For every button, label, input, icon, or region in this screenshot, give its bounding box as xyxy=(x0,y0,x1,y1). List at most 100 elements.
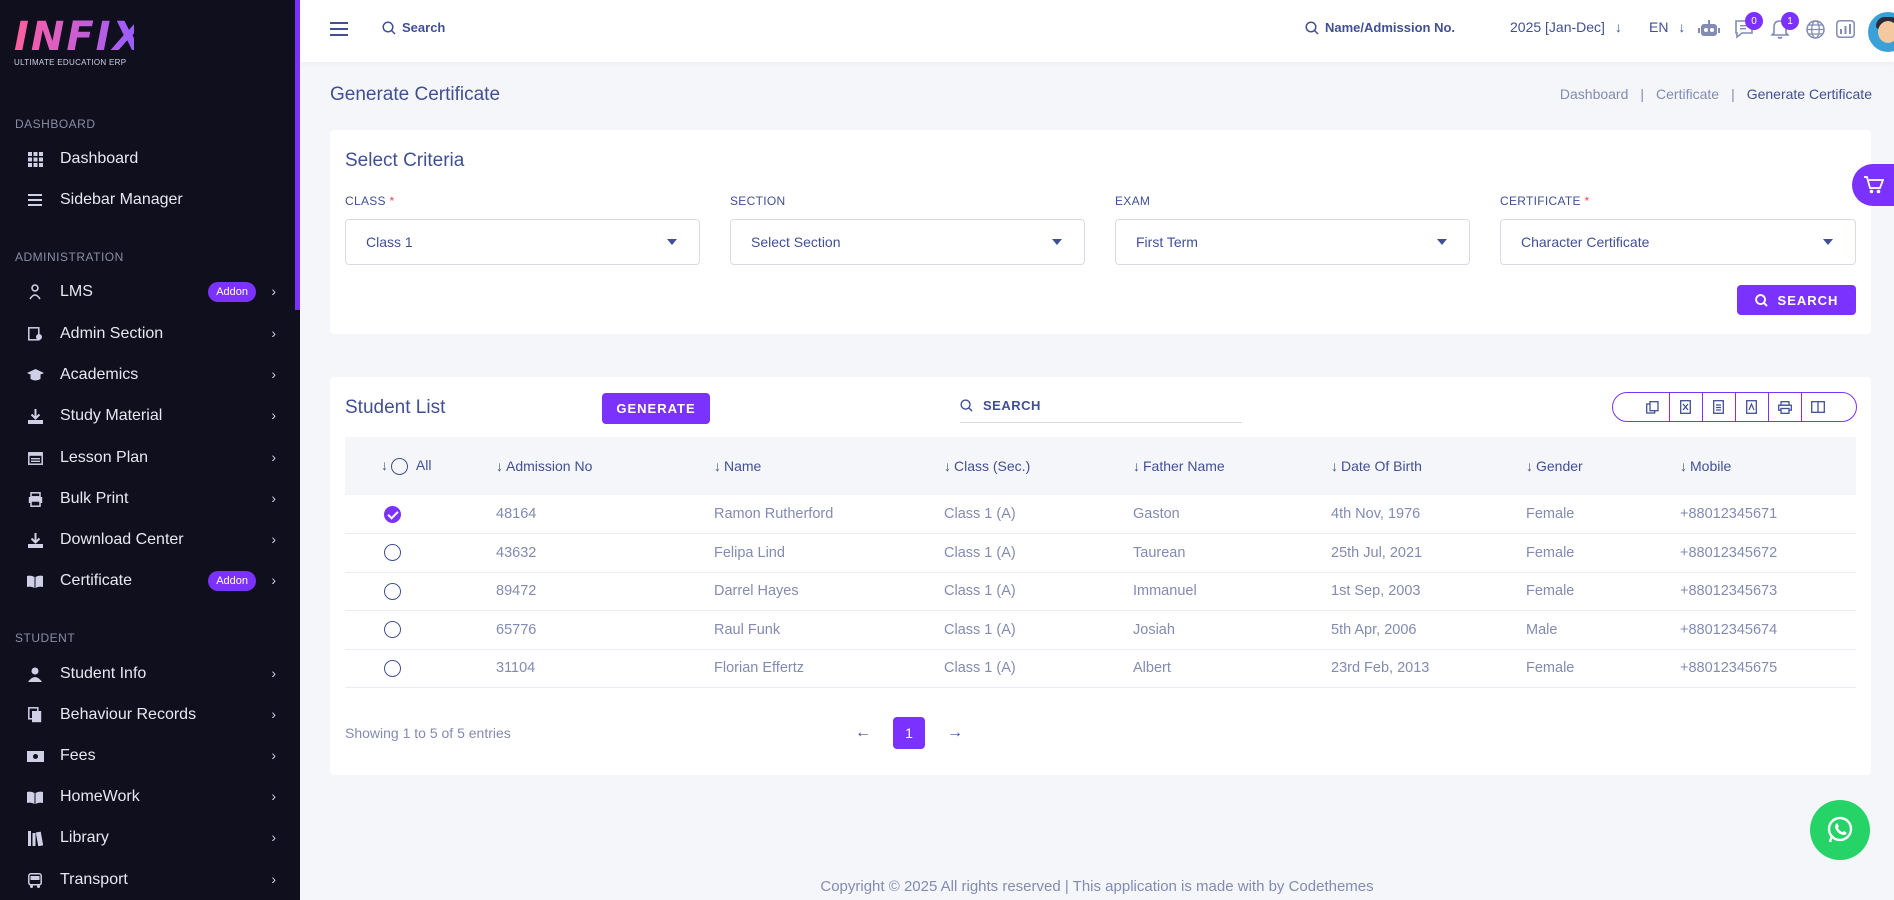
row-select-radio[interactable] xyxy=(384,659,401,677)
sidebar-item-study-material[interactable]: Study Material › xyxy=(0,398,290,434)
pdf-icon[interactable] xyxy=(1734,393,1768,421)
sidebar-item-admin-section[interactable]: Admin Section › xyxy=(0,316,290,352)
chevron-right-icon: › xyxy=(271,283,276,299)
bell-icon[interactable]: 1 xyxy=(1769,12,1799,40)
sidebar-item-homework[interactable]: HomeWork › xyxy=(0,779,290,815)
print-icon[interactable] xyxy=(1767,393,1801,421)
section-title-student: STUDENT xyxy=(15,631,76,645)
whatsapp-icon[interactable] xyxy=(1810,800,1870,860)
select-all-radio[interactable] xyxy=(391,457,408,475)
cell-father: Albert xyxy=(1117,649,1315,688)
column-header-gender[interactable]: ↓ Gender xyxy=(1526,458,1583,474)
column-header-class[interactable]: ↓ Class (Sec.) xyxy=(944,458,1031,474)
grid-icon xyxy=(26,150,44,168)
copy-icon[interactable] xyxy=(1636,393,1669,421)
sidebar-item-behaviour-records[interactable]: Behaviour Records › xyxy=(0,697,290,733)
arrow-left-icon[interactable]: ← xyxy=(855,724,871,741)
class-select[interactable]: Class 1 xyxy=(345,219,700,265)
cell-mobile: +88012345671 xyxy=(1663,495,1856,534)
sidebar: INFIX ULTIMATE EDUCATION ERP DASHBOARD D… xyxy=(0,0,300,900)
table-row[interactable]: 89472 Darrel Hayes Class 1 (A) Immanuel … xyxy=(345,572,1856,611)
globe-icon[interactable] xyxy=(1804,18,1826,40)
chevron-right-icon: › xyxy=(271,490,276,506)
student-search[interactable]: Name/Admission No. xyxy=(1305,20,1455,35)
column-header-name[interactable]: ↓ Name xyxy=(714,458,762,474)
sidebar-item-bulk-print[interactable]: Bulk Print › xyxy=(0,481,290,517)
table-row[interactable]: 48164 Ramon Rutherford Class 1 (A) Gasto… xyxy=(345,495,1856,534)
chat-icon[interactable]: 0 xyxy=(1733,12,1763,40)
header-search[interactable]: Search xyxy=(382,20,445,35)
column-header-all[interactable]: ↓ All xyxy=(381,457,432,475)
breadcrumb-certificate[interactable]: Certificate xyxy=(1656,86,1720,102)
search-button[interactable]: SEARCH xyxy=(1737,285,1856,315)
caret-down-icon xyxy=(667,239,677,245)
section-title-administration: ADMINISTRATION xyxy=(15,250,124,264)
sort-arrow-icon: ↓ xyxy=(381,457,388,474)
cell-dob: 5th Apr, 2006 xyxy=(1315,610,1510,650)
cell-gender: Male xyxy=(1510,610,1663,650)
columns-icon[interactable] xyxy=(1800,393,1834,421)
excel-icon[interactable] xyxy=(1668,393,1702,421)
logo[interactable]: INFIX ULTIMATE EDUCATION ERP xyxy=(14,16,143,67)
student-list-card: Student List GENERATE SEARCH ↓ All ↓ Admi… xyxy=(330,377,1871,775)
exam-select[interactable]: First Term xyxy=(1115,219,1470,265)
sidebar-item-lms[interactable]: LMS Addon › xyxy=(0,274,290,310)
notifications-count-badge: 1 xyxy=(1781,12,1799,30)
sidebar-item-download-center[interactable]: Download Center › xyxy=(0,522,290,558)
generate-button[interactable]: GENERATE xyxy=(602,393,710,424)
chevron-right-icon: › xyxy=(271,829,276,845)
class-label: CLASS * xyxy=(345,194,395,208)
sidebar-item-transport[interactable]: Transport › xyxy=(0,862,290,898)
list-icon xyxy=(26,191,44,209)
table-row[interactable]: 65776 Raul Funk Class 1 (A) Josiah 5th A… xyxy=(345,610,1856,650)
sidebar-item-label: HomeWork xyxy=(60,788,140,805)
column-header-dob[interactable]: ↓ Date Of Birth xyxy=(1331,458,1422,474)
table-search-input[interactable]: SEARCH xyxy=(960,389,1242,423)
cart-icon[interactable] xyxy=(1852,164,1894,206)
stats-icon[interactable] xyxy=(1834,18,1856,40)
table-row[interactable]: 31104 Florian Effertz Class 1 (A) Albert… xyxy=(345,649,1856,688)
table-row[interactable]: 43632 Felipa Lind Class 1 (A) Taurean 25… xyxy=(345,533,1856,573)
sidebar-item-dashboard[interactable]: Dashboard xyxy=(0,141,290,177)
robot-icon[interactable] xyxy=(1698,18,1720,40)
arrow-down-icon: ↓ xyxy=(1614,19,1622,35)
sidebar-item-fees[interactable]: Fees › xyxy=(0,738,290,774)
sort-arrow-icon: ↓ xyxy=(1133,458,1140,474)
certificate-select[interactable]: Character Certificate xyxy=(1500,219,1856,265)
sidebar-scrollbar[interactable] xyxy=(295,0,300,310)
csv-icon[interactable] xyxy=(1701,393,1735,421)
menu-toggle-icon[interactable] xyxy=(330,22,348,36)
sidebar-item-library[interactable]: Library › xyxy=(0,820,290,856)
cell-admission: 89472 xyxy=(495,572,697,611)
row-select-radio[interactable] xyxy=(384,582,401,600)
arrow-down-icon: ↓ xyxy=(1678,19,1686,35)
sidebar-item-student-info[interactable]: Student Info › xyxy=(0,656,290,692)
column-header-admission[interactable]: ↓ Admission No xyxy=(496,458,593,474)
page-button-current[interactable]: 1 xyxy=(893,717,925,749)
breadcrumb-dashboard[interactable]: Dashboard xyxy=(1559,86,1629,102)
row-select-radio[interactable] xyxy=(384,544,401,562)
sidebar-item-label: Dashboard xyxy=(60,150,139,167)
sidebar-item-sidebar-manager[interactable]: Sidebar Manager xyxy=(0,182,290,218)
chevron-right-icon: › xyxy=(271,572,276,588)
sidebar-item-lesson-plan[interactable]: Lesson Plan › xyxy=(0,440,290,476)
column-header-mobile[interactable]: ↓ Mobile xyxy=(1680,458,1732,474)
arrow-right-icon[interactable]: → xyxy=(947,724,963,741)
session-select[interactable]: 2025 [Jan-Dec] ↓ xyxy=(1510,19,1622,35)
admin-icon xyxy=(26,325,44,343)
sidebar-item-label: Bulk Print xyxy=(60,490,129,507)
chevron-right-icon: › xyxy=(271,407,276,423)
download-icon xyxy=(26,531,44,549)
library-icon xyxy=(26,829,44,847)
chevron-right-icon: › xyxy=(271,747,276,763)
row-select-radio[interactable] xyxy=(384,621,401,639)
language-select[interactable]: EN ↓ xyxy=(1649,19,1685,35)
section-select[interactable]: Select Section xyxy=(730,219,1085,265)
avatar[interactable] xyxy=(1868,12,1894,52)
sidebar-item-academics[interactable]: Academics › xyxy=(0,357,290,393)
column-header-father-name[interactable]: ↓ Father Name xyxy=(1133,458,1225,474)
sidebar-item-certificate[interactable]: Certificate Addon › xyxy=(0,563,290,599)
row-select-radio[interactable] xyxy=(384,505,401,523)
caret-down-icon xyxy=(1823,239,1833,245)
breadcrumb-current: Generate Certificate xyxy=(1746,86,1872,102)
